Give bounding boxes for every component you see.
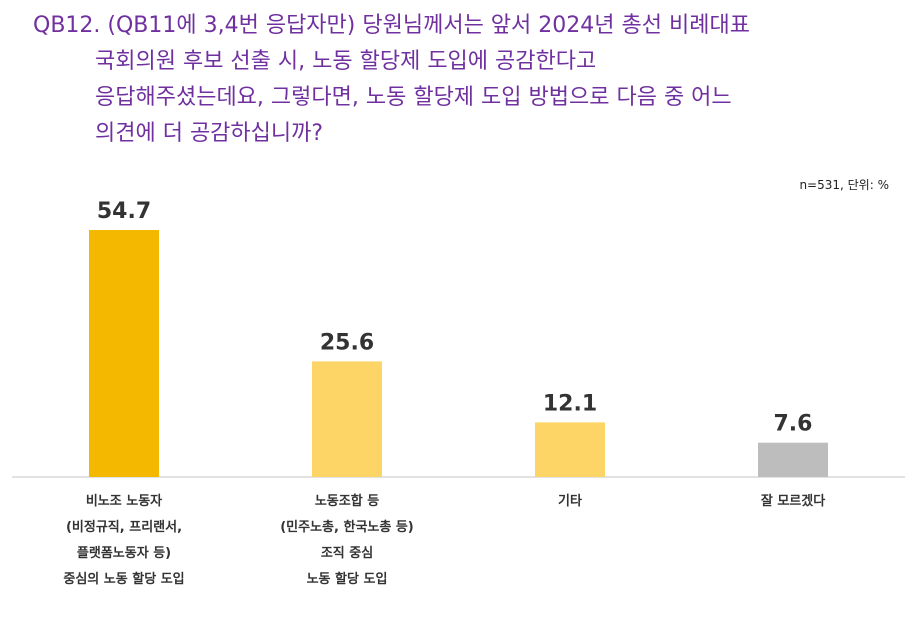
category-label-line: (비정규직, 프리랜서, bbox=[65, 520, 183, 535]
category-label-line: 잘 모르겠다 bbox=[760, 494, 826, 509]
category-label-line: 중심의 노동 할당 도입 bbox=[63, 572, 185, 587]
bar bbox=[312, 361, 382, 477]
category-label-line: 플랫폼노동자 등) bbox=[76, 546, 172, 561]
bar bbox=[89, 230, 159, 477]
category-label-line: 비노조 노동자 bbox=[85, 494, 163, 509]
bar bbox=[535, 422, 605, 477]
data-label: 7.6 bbox=[774, 412, 813, 437]
category-label-line: 노동 할당 도입 bbox=[306, 572, 388, 587]
question-line: QB12. (QB11에 3,4번 응답자만) 당원님께서는 앞서 2024년 … bbox=[33, 13, 750, 38]
category-label-line: 노동조합 등 bbox=[314, 494, 380, 509]
category-label: 기타 bbox=[465, 489, 675, 515]
sample-size-note: n=531, 단위: % bbox=[799, 178, 889, 192]
category-label: 잘 모르겠다 bbox=[688, 489, 898, 515]
data-label: 12.1 bbox=[543, 391, 597, 416]
question-line: 국회의원 후보 선출 시, 노동 할당제 도입에 공감한다고 bbox=[95, 49, 597, 74]
question-line: 의견에 더 공감하십니까? bbox=[95, 121, 324, 146]
category-label-line: (민주노총, 한국노총 등) bbox=[280, 520, 414, 535]
data-label: 54.7 bbox=[97, 199, 151, 224]
question-text: QB12. (QB11에 3,4번 응답자만) 당원님께서는 앞서 2024년 … bbox=[33, 8, 750, 152]
category-label-line: 기타 bbox=[558, 494, 582, 509]
category-label: 비노조 노동자 (비정규직, 프리랜서, 플랫폼노동자 등) 중심의 노동 할당 도입 bbox=[19, 489, 229, 593]
question-line: 응답해주셨는데요, 그렇다면, 노동 할당제 도입 방법으로 다음 중 어느 bbox=[95, 85, 732, 110]
bar bbox=[758, 442, 828, 477]
data-label: 25.6 bbox=[320, 330, 374, 355]
category-label-line: 조직 중심 bbox=[320, 546, 374, 561]
